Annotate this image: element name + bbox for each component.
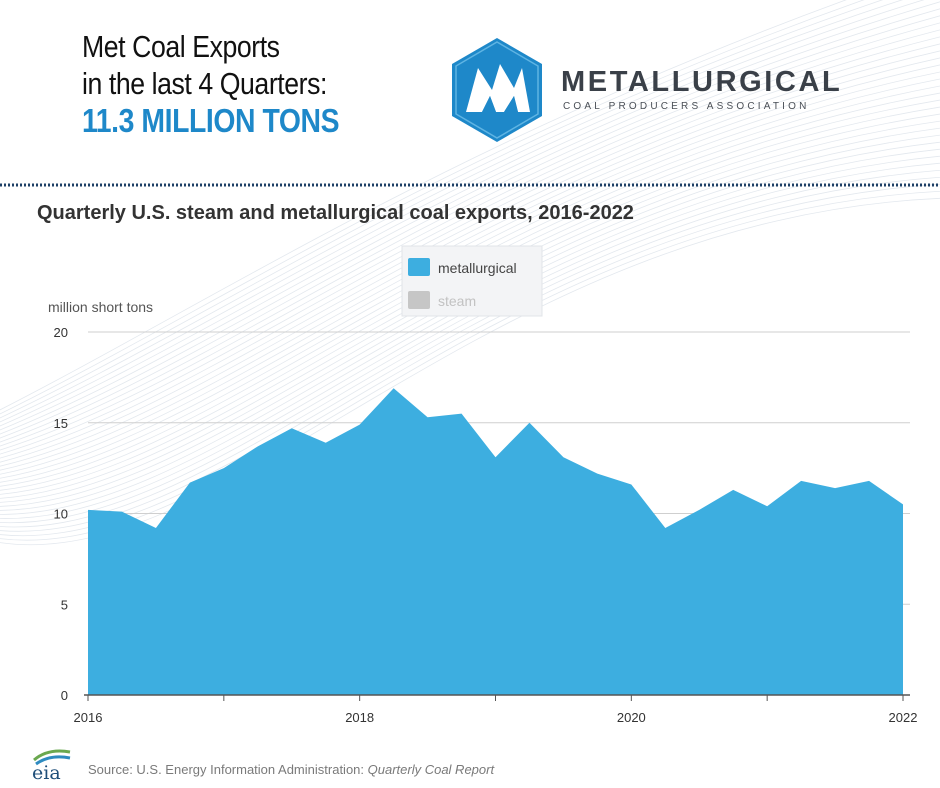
source-report: Quarterly Coal Report — [367, 762, 495, 777]
wave-line — [0, 141, 940, 511]
wave-line — [0, 15, 940, 439]
source-prefix: Source: U.S. Energy Information Administ… — [88, 762, 368, 777]
y-tick-label: 5 — [61, 597, 68, 612]
wave-line — [0, 29, 940, 447]
wave-line — [0, 106, 940, 491]
area-chart: 2016 2018 2020 2022 0 5 10 15 20 million short to… — [48, 245, 918, 725]
wave-line — [0, 0, 904, 423]
brand-name: METALLURGICAL — [561, 66, 843, 98]
chart-title: Quarterly U.S. steam and metallurgical c… — [37, 202, 634, 224]
wave-line — [0, 8, 940, 435]
source-line: Source: U.S. Energy Information Administ… — [88, 762, 494, 777]
eia-logo-icon: eia — [32, 749, 71, 782]
wave-line — [0, 120, 940, 499]
wave-line — [0, 64, 940, 467]
legend-swatch-metallurgical — [408, 258, 430, 276]
wave-line — [0, 50, 940, 459]
legend-label-metallurgical: metallurgical — [438, 260, 517, 276]
mcpa-logo-icon — [452, 38, 542, 142]
brand-tagline: COAL PRODUCERS ASSOCIATION — [563, 101, 810, 112]
wave-line — [0, 0, 865, 415]
wave-line — [0, 85, 940, 479]
series-area-metallurgical — [88, 388, 903, 695]
wave-line — [0, 127, 940, 503]
x-tick-label: 2018 — [345, 710, 374, 725]
y-tick-label: 10 — [54, 507, 68, 522]
wave-line — [0, 1, 940, 431]
y-tick-label: 20 — [54, 325, 68, 340]
wave-line — [0, 155, 940, 519]
wave-line — [0, 78, 940, 475]
wave-line — [0, 22, 940, 443]
eia-logo-text: eia — [32, 762, 61, 782]
wave-line — [0, 99, 940, 487]
x-tick-label: 2016 — [74, 710, 103, 725]
wave-line — [0, 71, 940, 471]
legend-swatch-steam — [408, 291, 430, 309]
wave-line — [0, 57, 940, 463]
dotted-divider — [0, 183, 940, 187]
x-tick-label: 2020 — [617, 710, 646, 725]
wave-line — [0, 0, 925, 427]
wave-line — [0, 36, 940, 451]
legend-label-steam: steam — [438, 293, 476, 309]
y-tick-label: 0 — [61, 688, 68, 703]
headline-figure: 11.3 MILLION TONS — [82, 102, 340, 139]
wave-line — [0, 134, 940, 507]
x-tick-label: 2022 — [889, 710, 918, 725]
wave-line — [0, 43, 940, 455]
headline: Met Coal Exports in the last 4 Quarters:… — [82, 28, 381, 139]
headline-line-1: Met Coal Exports — [82, 29, 280, 64]
wave-line — [0, 0, 884, 419]
y-axis-label: million short tons — [48, 299, 153, 315]
y-tick-label: 15 — [54, 416, 68, 431]
wave-line — [0, 113, 940, 495]
headline-line-2: in the last 4 Quarters: — [82, 66, 327, 101]
wave-line — [0, 0, 847, 411]
wave-line — [0, 92, 940, 483]
